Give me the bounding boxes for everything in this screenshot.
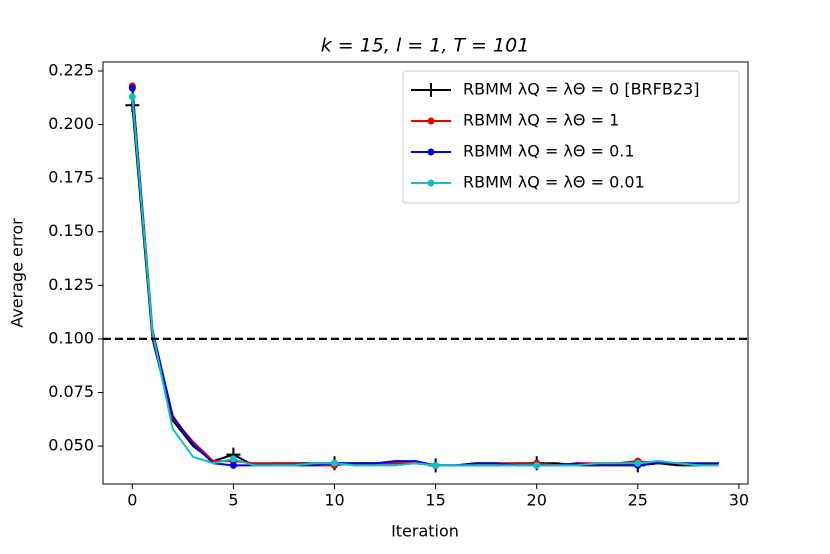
x-tick-label: 25: [628, 491, 648, 510]
marker: [128, 93, 136, 101]
marker: [128, 84, 136, 92]
legend-label: RBMM λQ = λΘ = 0 [BRFB23]: [463, 80, 699, 99]
x-tick-label: 30: [729, 491, 749, 510]
x-tick-label: 10: [324, 491, 344, 510]
y-tick-label: 0.100: [48, 328, 94, 347]
x-tick-label: 5: [228, 491, 238, 510]
marker: [533, 461, 541, 469]
legend-marker: [427, 148, 435, 156]
x-tick-label: 15: [425, 491, 445, 510]
marker: [229, 461, 237, 469]
y-tick-label: 0.125: [48, 275, 94, 294]
marker: [331, 459, 339, 467]
legend-marker: [427, 117, 435, 125]
legend-label: RBMM λQ = λΘ = 0.1: [463, 142, 635, 161]
y-tick-label: 0.075: [48, 382, 94, 401]
y-tick-label: 0.225: [48, 61, 94, 80]
legend-label: RBMM λQ = λΘ = 0.01: [463, 173, 645, 192]
y-tick-label: 0.050: [48, 436, 94, 455]
legend-box: [402, 70, 740, 204]
y-axis-label: Average error: [8, 218, 27, 328]
legend-marker: [427, 179, 435, 187]
legend-marker: [424, 83, 438, 97]
marker: [229, 455, 237, 463]
x-tick-label: 0: [127, 491, 137, 510]
x-axis-label: Iteration: [391, 522, 459, 541]
x-tick-label: 20: [527, 491, 547, 510]
marker: [634, 459, 642, 467]
legend-label: RBMM λQ = λΘ = 1: [463, 111, 619, 130]
plot-frame: [102, 61, 749, 485]
marker: [432, 461, 440, 469]
y-tick-label: 0.200: [48, 114, 94, 133]
chart-title: k = 15, l = 1, T = 101: [321, 35, 530, 57]
legend: RBMM λQ = λΘ = 0 [BRFB23] RBMM λQ = λΘ = …: [402, 70, 740, 204]
y-tick-label: 0.150: [48, 221, 94, 240]
y-tick-label: 0.175: [48, 168, 94, 187]
